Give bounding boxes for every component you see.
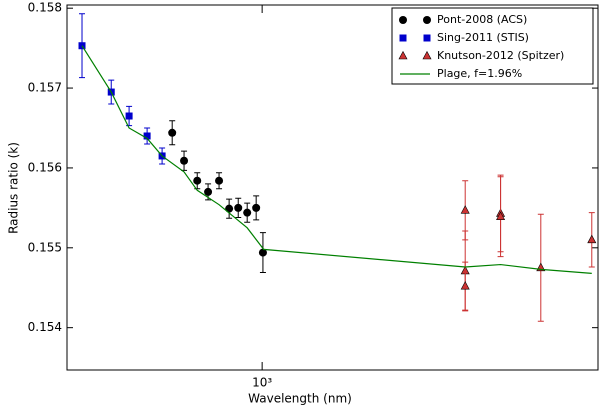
data-point (258, 248, 267, 257)
x-axis-label: Wavelength (nm) (248, 392, 352, 406)
y-axis-label: Radius ratio (k) (7, 142, 21, 234)
x-tick-label: 10³ (252, 376, 272, 390)
data-point (460, 281, 470, 290)
legend-swatch (422, 50, 432, 60)
data-point (193, 176, 202, 185)
y-tick-label: 0.155 (28, 240, 62, 254)
legend-swatch (398, 50, 408, 60)
plot-frame (66, 4, 599, 371)
data-point (587, 234, 597, 244)
legend-swatch (423, 34, 431, 42)
legend-label: Knutson-2012 (Spitzer) (437, 49, 564, 62)
data-point (215, 176, 224, 185)
y-tick-label: 0.154 (28, 320, 62, 334)
data-point (460, 205, 470, 214)
data-point (125, 112, 133, 120)
legend-label: Pont-2008 (ACS) (437, 13, 527, 26)
data-point (496, 211, 506, 220)
legend-label: Plage, f=1.96% (437, 67, 522, 80)
data-point (234, 203, 243, 212)
data-point (225, 204, 234, 213)
data-point (204, 187, 213, 196)
data-point (143, 132, 151, 140)
y-tick-label: 0.156 (28, 160, 62, 174)
data-point (180, 156, 189, 165)
model-line (81, 45, 592, 274)
y-tick-label: 0.157 (28, 81, 62, 95)
data-point (243, 208, 252, 217)
legend-label: Sing-2011 (STIS) (437, 31, 529, 44)
legend-swatch (399, 16, 407, 24)
legend-swatch (423, 16, 431, 24)
data-point (252, 203, 261, 212)
data-point (168, 128, 177, 137)
y-tick-label: 0.158 (28, 1, 62, 15)
legend-swatch (399, 34, 407, 42)
